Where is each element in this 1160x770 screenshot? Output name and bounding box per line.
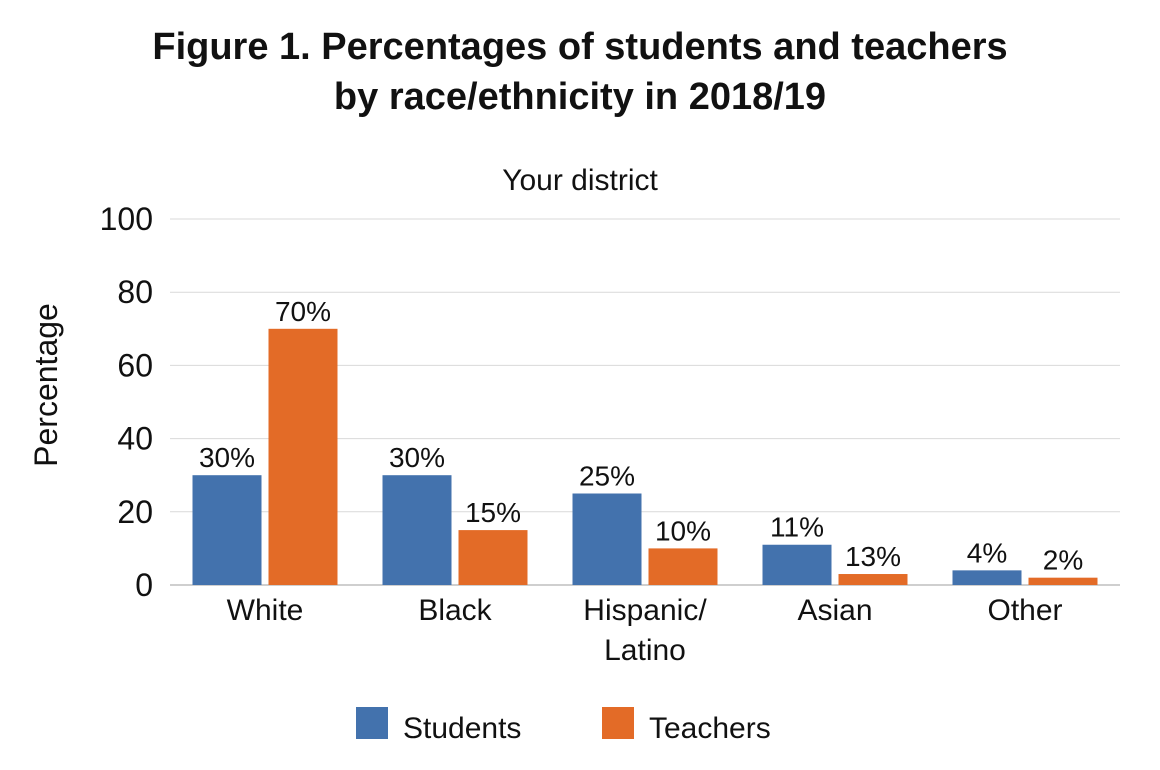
- data-label-teachers-0: 70%: [275, 296, 331, 327]
- bar-students-0: [192, 475, 262, 585]
- x-tick-0: White: [227, 594, 304, 627]
- data-label-students-3: 11%: [770, 512, 824, 543]
- data-label-teachers-2: 10%: [655, 515, 711, 546]
- bar-teachers-2: [648, 548, 718, 585]
- x-tick-line: Hispanic/: [583, 594, 707, 627]
- y-tick-60: 60: [117, 347, 153, 383]
- bar-students-2: [572, 493, 642, 585]
- y-tick-100: 100: [100, 201, 153, 237]
- x-tick-4: Other: [987, 594, 1062, 627]
- data-label-teachers-3: 13%: [845, 541, 901, 572]
- x-tick-2: Hispanic/Latino: [583, 594, 707, 667]
- bar-teachers-4: [1028, 577, 1098, 585]
- legend-swatch-teachers: [602, 707, 634, 739]
- legend: Students Teachers: [356, 707, 771, 745]
- bars: [192, 328, 1098, 585]
- x-tick-1: Black: [418, 594, 492, 627]
- chart-title-line-2: by race/ethnicity in 2018/19: [333, 76, 827, 118]
- x-tick-labels: White Black Hispanic/Latino Asian Other: [227, 594, 1063, 667]
- bar-students-1: [382, 475, 452, 585]
- x-tick-line: Asian: [797, 594, 872, 627]
- bar-teachers-0: [268, 328, 338, 585]
- y-tick-80: 80: [117, 274, 153, 310]
- legend-label-students: Students: [403, 712, 521, 745]
- x-tick-line: Other: [987, 594, 1062, 627]
- bar-students-3: [762, 544, 832, 585]
- data-label-teachers-4: 2%: [1043, 545, 1083, 576]
- data-label-students-4: 4%: [967, 537, 1007, 568]
- data-label-students-0: 30%: [199, 442, 255, 473]
- legend-swatch-students: [356, 707, 388, 739]
- x-tick-line: Black: [418, 594, 492, 627]
- legend-label-teachers: Teachers: [649, 712, 771, 745]
- data-labels: 30% 70% 30% 15% 25% 10% 11% 13% 4% 2%: [199, 296, 1083, 576]
- x-tick-line: Latino: [604, 634, 686, 667]
- x-tick-line: White: [227, 594, 304, 627]
- data-label-students-2: 25%: [579, 461, 635, 492]
- bar-teachers-1: [458, 530, 528, 585]
- y-tick-0: 0: [135, 567, 153, 603]
- y-tick-20: 20: [117, 494, 153, 530]
- x-tick-3: Asian: [797, 594, 872, 627]
- chart-title: Figure 1. Percentages of students and te…: [0, 22, 1160, 122]
- data-label-teachers-1: 15%: [465, 497, 521, 528]
- bar-students-4: [952, 570, 1022, 585]
- chart-title-line-1: Figure 1. Percentages of students and te…: [152, 26, 1008, 68]
- data-label-students-1: 30%: [389, 442, 445, 473]
- y-axis-label: Percentage: [28, 303, 64, 467]
- y-tick-40: 40: [117, 421, 153, 457]
- chart-subtitle: Your district: [502, 164, 658, 197]
- bar-teachers-3: [838, 574, 908, 585]
- y-tick-labels: 0 20 40 60 80 100: [100, 201, 153, 603]
